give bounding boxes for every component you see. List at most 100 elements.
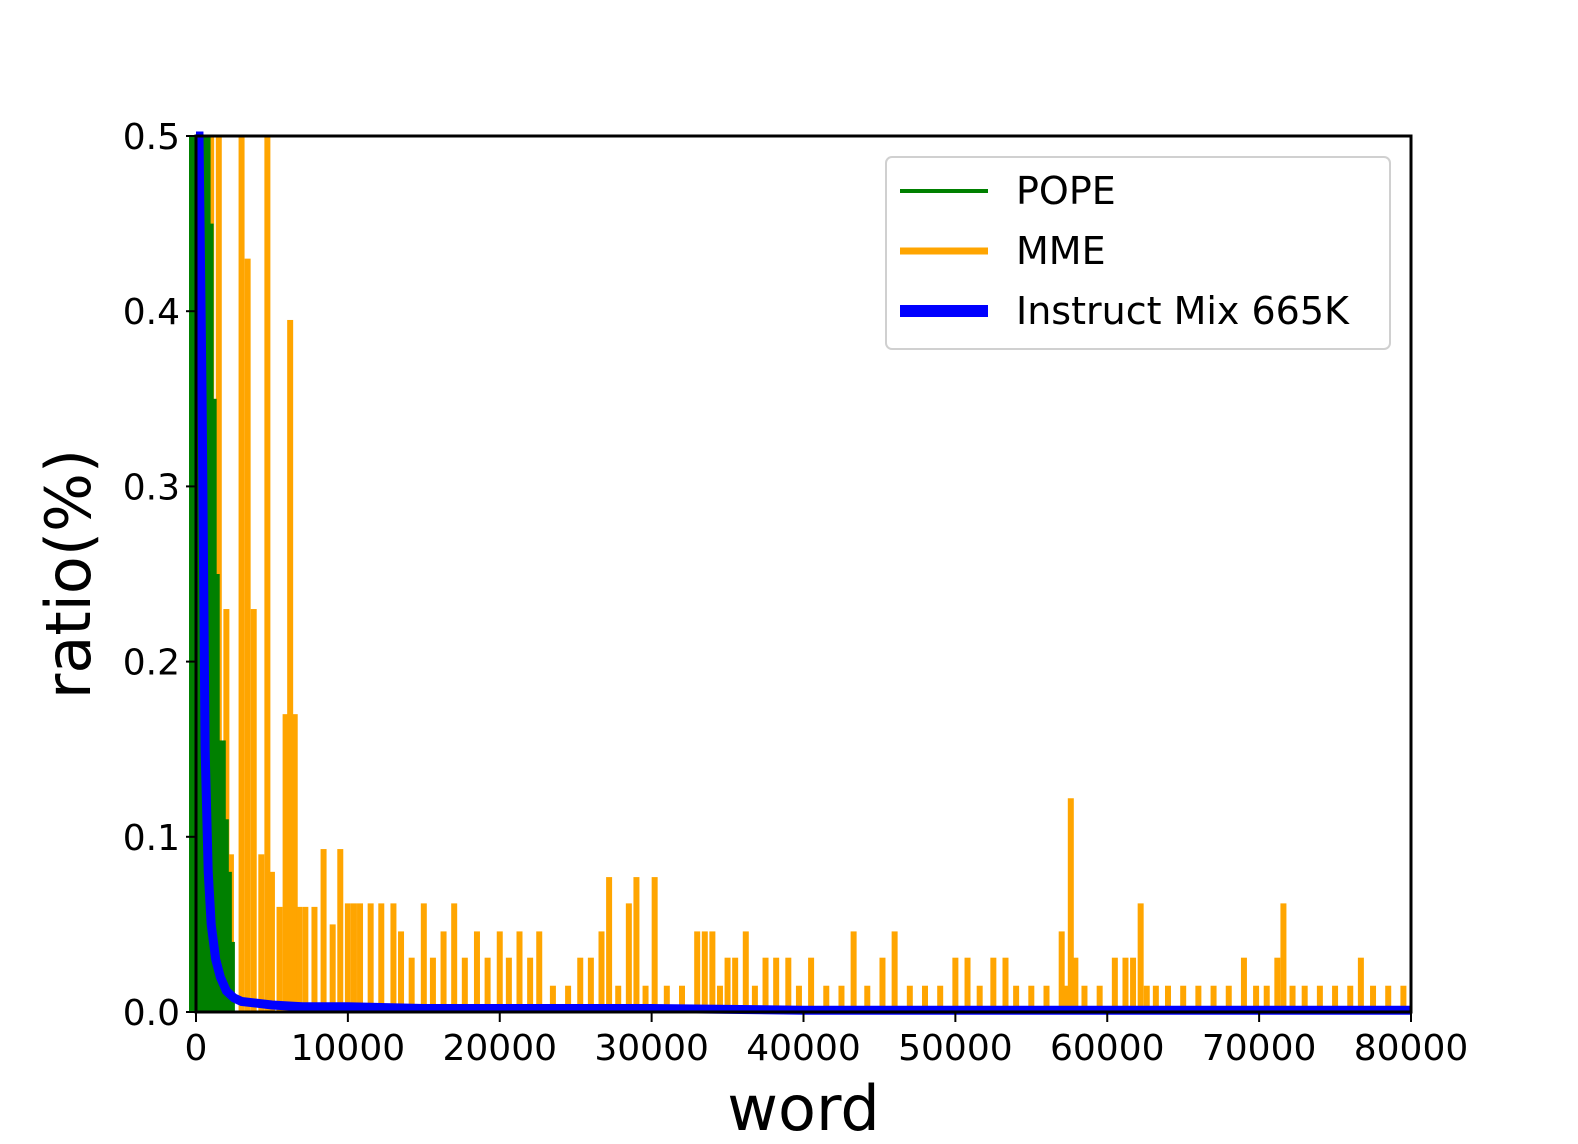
data-point — [864, 985, 871, 1012]
data-point — [473, 931, 480, 1012]
data-point — [1028, 985, 1035, 1012]
data-point — [1370, 985, 1377, 1012]
data-point — [1058, 931, 1065, 1012]
data-point — [625, 903, 632, 1012]
data-point — [891, 931, 898, 1012]
data-point — [1400, 985, 1407, 1012]
data-point — [1043, 985, 1050, 1012]
x-tick-label: 10000 — [291, 1028, 406, 1069]
data-point — [350, 903, 357, 1012]
data-point — [964, 957, 971, 1012]
legend-label: MME — [1016, 229, 1106, 273]
data-point — [1067, 798, 1074, 1012]
data-point — [1137, 903, 1144, 1012]
x-tick-label: 70000 — [1202, 1028, 1317, 1069]
data-point — [461, 957, 468, 1012]
data-point — [906, 985, 913, 1012]
data-point — [367, 903, 374, 1012]
data-point — [694, 931, 701, 1012]
data-point — [1347, 985, 1354, 1012]
data-point — [1240, 957, 1247, 1012]
data-point — [679, 985, 685, 1012]
data-point — [838, 985, 845, 1012]
y-axis: 0.0 0.1 0.2 0.3 0.4 0.5 — [123, 117, 196, 1034]
data-point — [651, 877, 658, 1012]
x-axis: 0 10000 20000 30000 40000 50000 60000 70000 8000… — [185, 1012, 1469, 1069]
y-tick-label: 0.2 — [123, 643, 180, 684]
data-point — [496, 931, 503, 1012]
data-point — [1289, 985, 1296, 1012]
data-point — [642, 985, 649, 1012]
data-point — [1210, 985, 1217, 1012]
data-point — [408, 957, 415, 1012]
data-point — [990, 957, 997, 1012]
data-point — [264, 136, 271, 1012]
data-point — [505, 957, 512, 1012]
data-point — [587, 957, 594, 1012]
data-point — [732, 957, 739, 1012]
data-point — [808, 957, 815, 1012]
data-point — [287, 319, 294, 1013]
legend-label: Instruct Mix 665K — [1016, 289, 1350, 333]
data-point — [296, 906, 303, 1012]
y-tick-label: 0.3 — [123, 467, 180, 508]
data-point — [1096, 985, 1103, 1012]
data-point — [1385, 985, 1392, 1012]
y-tick-label: 0.4 — [123, 292, 180, 333]
data-point — [850, 931, 857, 1012]
data-point — [1111, 957, 1118, 1012]
data-point — [565, 985, 572, 1012]
data-point — [244, 258, 251, 1012]
data-point — [663, 985, 670, 1012]
data-point — [516, 931, 523, 1012]
data-point — [1195, 985, 1202, 1012]
data-point — [1013, 985, 1020, 1012]
data-point — [302, 906, 309, 1012]
data-point — [329, 924, 336, 1012]
data-point — [577, 957, 584, 1012]
data-point — [701, 931, 708, 1012]
data-point — [320, 849, 327, 1012]
series-2 — [194, 131, 1411, 1015]
x-tick-label: 60000 — [1050, 1028, 1165, 1069]
data-point — [440, 931, 447, 1012]
data-point — [1180, 985, 1187, 1012]
data-point — [549, 985, 556, 1012]
data-point — [922, 985, 928, 1012]
data-point — [724, 957, 731, 1012]
data-point — [390, 903, 397, 1012]
data-point — [1002, 957, 1009, 1012]
series-1 — [208, 136, 1407, 1013]
data-point — [268, 871, 275, 1012]
data-point — [429, 957, 436, 1012]
data-point — [1316, 985, 1323, 1012]
data-point — [282, 714, 289, 1012]
x-tick-label: 80000 — [1354, 1028, 1469, 1069]
x-tick-label: 50000 — [898, 1028, 1013, 1069]
y-tick-label: 0.0 — [123, 993, 180, 1034]
data-point — [1253, 985, 1260, 1012]
data-point — [1152, 985, 1159, 1012]
data-point — [420, 903, 427, 1012]
data-point — [536, 931, 543, 1012]
data-point — [238, 136, 245, 1012]
data-point — [250, 609, 257, 1012]
y-tick-label: 0.1 — [123, 818, 180, 859]
data-point — [1122, 957, 1129, 1012]
legend-box — [885, 156, 1391, 350]
data-point — [879, 957, 886, 1012]
data-point — [311, 906, 318, 1012]
data-point — [606, 877, 613, 1012]
data-point — [937, 985, 944, 1012]
data-point — [291, 714, 298, 1012]
data-point — [795, 985, 802, 1012]
data-point — [751, 985, 758, 1012]
data-point — [1332, 985, 1339, 1012]
data-point — [1280, 903, 1287, 1012]
data-point — [1274, 957, 1281, 1012]
data-point — [598, 931, 605, 1012]
data-point — [378, 903, 385, 1012]
y-tick-label: 0.5 — [123, 117, 180, 158]
data-point — [258, 854, 265, 1012]
data-point — [1063, 985, 1070, 1012]
